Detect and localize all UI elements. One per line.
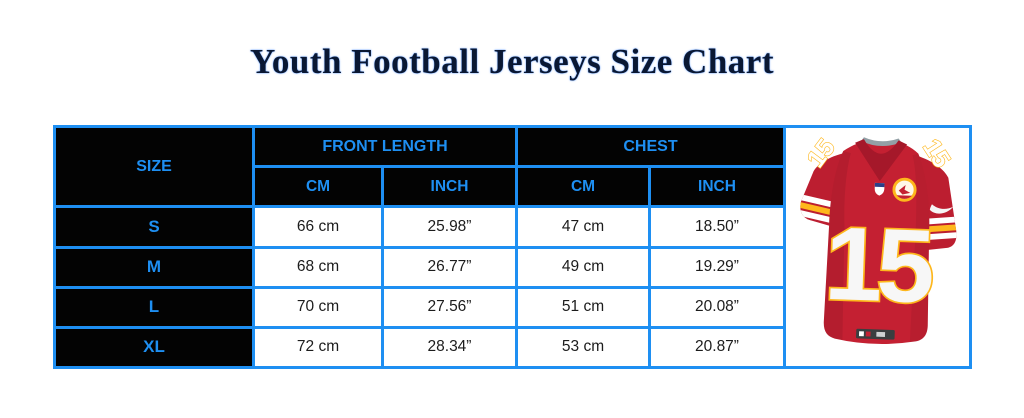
size-cell-s: S — [56, 208, 252, 246]
header-front-inch: INCH — [384, 168, 515, 206]
jersey-collar — [855, 137, 908, 182]
chest-inch-m: 19.29” — [651, 248, 783, 286]
jersey-product-image: 15 15 15 — [799, 133, 960, 345]
size-chart-table: SIZE FRONT LENGTH CHEST CM INCH CM INCH — [53, 125, 972, 369]
chest-inch-xl: 20.87” — [651, 328, 783, 366]
header-front-cm: CM — [255, 168, 381, 206]
chest-inch-s: 18.50” — [651, 208, 783, 246]
chest-cm-m: 49 cm — [518, 248, 648, 286]
size-cell-xl: XL — [56, 328, 252, 366]
nfl-shield-icon — [874, 183, 885, 196]
size-cell-l: L — [56, 288, 252, 326]
front-cm-l: 70 cm — [255, 288, 381, 326]
header-chest-inch: INCH — [651, 168, 783, 206]
jersey-chest-number: 15 — [823, 206, 934, 326]
header-size: SIZE — [56, 128, 252, 206]
front-inch-l: 27.56” — [384, 288, 515, 326]
front-inch-m: 26.77” — [384, 248, 515, 286]
chest-cm-xl: 53 cm — [518, 328, 648, 366]
header-chest-cm: CM — [518, 168, 648, 206]
page-title: Youth Football Jerseys Size Chart — [250, 42, 774, 81]
chest-inch-l: 20.08” — [651, 288, 783, 326]
header-front-length: FRONT LENGTH — [255, 128, 515, 166]
jersey-image-cell: 15 15 15 — [786, 128, 969, 366]
front-inch-xl: 28.34” — [384, 328, 515, 366]
jock-tag — [856, 329, 895, 341]
front-cm-m: 68 cm — [255, 248, 381, 286]
nike-swoosh-icon — [929, 204, 954, 214]
chest-cm-s: 47 cm — [518, 208, 648, 246]
header-chest: CHEST — [518, 128, 783, 166]
front-cm-s: 66 cm — [255, 208, 381, 246]
front-cm-xl: 72 cm — [255, 328, 381, 366]
size-cell-m: M — [56, 248, 252, 286]
team-patch-icon — [892, 178, 917, 203]
front-inch-s: 25.98” — [384, 208, 515, 246]
chest-cm-l: 51 cm — [518, 288, 648, 326]
